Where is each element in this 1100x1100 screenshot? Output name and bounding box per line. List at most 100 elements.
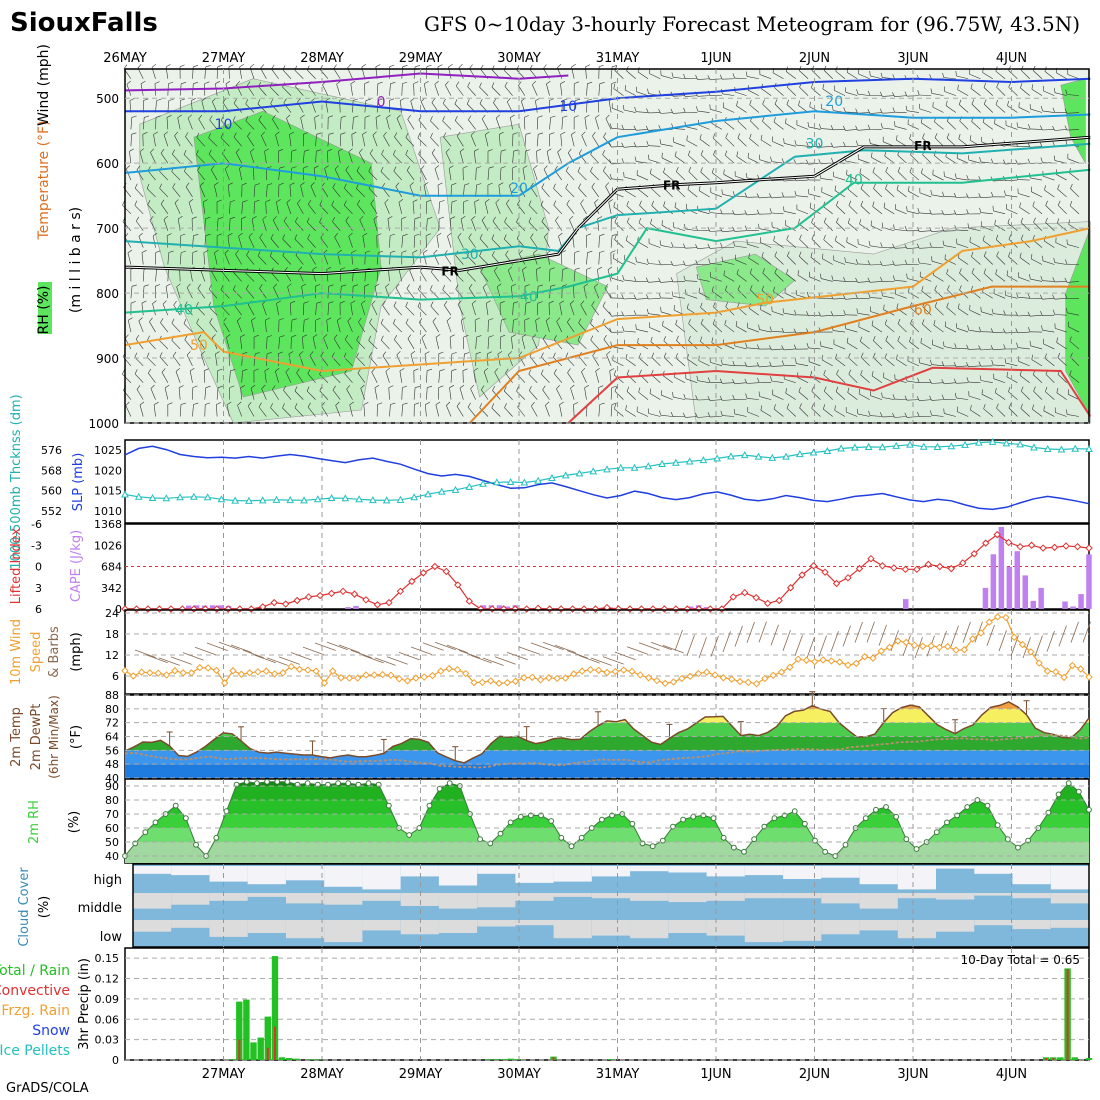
thickness-point: [823, 446, 832, 455]
rh-band: [125, 786, 1089, 800]
wind-barb: [299, 354, 304, 366]
wind-barb-flag: [439, 216, 445, 219]
temp-tick: 80: [105, 703, 119, 716]
wind-barb-flag: [867, 277, 871, 283]
wind-speed-point: [329, 667, 337, 675]
wind-barb: [688, 171, 698, 181]
wind-barb: [200, 354, 206, 366]
wind-barb-10m: [950, 625, 959, 647]
rh-band: [125, 842, 1089, 863]
wind-barb-flag: [929, 74, 932, 80]
wind-speed-point: [403, 677, 412, 685]
wind-barb-flag: [873, 352, 876, 358]
wind-barb-flag: [959, 285, 962, 291]
wind-barb-flag: [400, 97, 405, 101]
wind-barb: [1068, 224, 1080, 231]
precip-convective-bar: [1045, 1058, 1048, 1060]
lifted-index-point: [924, 560, 933, 569]
wind-barb: [1057, 374, 1067, 383]
wind-barb: [463, 353, 465, 366]
wind-barb: [660, 245, 673, 248]
wind-barb: [258, 86, 267, 96]
wind-barb: [393, 154, 402, 164]
cloud-clear-segment: [133, 866, 172, 874]
wind-barb-flag: [856, 89, 859, 95]
lifted-index-line: [125, 533, 1090, 610]
wind-barb: [352, 286, 354, 299]
wind-barb: [251, 218, 255, 231]
wind-barb-flag: [904, 91, 908, 97]
wind-barb: [833, 314, 846, 317]
wind-barb-flag: [173, 300, 177, 306]
wind-barb-flag: [357, 200, 360, 205]
wind-barb-flag: [456, 131, 461, 137]
wind-barb-flag: [415, 65, 420, 68]
wind-barb: [372, 134, 378, 147]
wind-barb-flag: [160, 148, 165, 154]
wind-speed-point: [536, 676, 545, 684]
wind-barb-10m: [314, 642, 336, 651]
wind-barb-flag: [770, 156, 772, 162]
thickness-point: [754, 452, 763, 460]
wind-barb-10m: [962, 621, 971, 643]
wind-barb-flag: [688, 166, 692, 172]
wind-barb-flag: [371, 368, 376, 373]
wind-barb: [869, 415, 882, 417]
wind-barb: [315, 303, 317, 316]
wind-barb: [142, 286, 145, 299]
lifted-index-point: [236, 605, 244, 613]
wind-barb: [835, 70, 846, 79]
lifted-tick: -3: [31, 539, 42, 552]
wind-barb: [786, 273, 796, 282]
wind-barb-flag: [487, 182, 493, 186]
wind-barb-flag: [674, 202, 677, 208]
wind-barb-flag: [172, 183, 176, 188]
wind-barb-flag: [183, 318, 187, 324]
wind-speed-point: [1018, 640, 1027, 649]
wind-barb-flag: [186, 351, 191, 356]
wind-barb: [810, 257, 821, 265]
wind-barb-10m: [362, 654, 384, 664]
wind-barb: [130, 134, 132, 147]
wind-barb-flag: [942, 72, 945, 78]
wind-barb-flag: [625, 235, 628, 241]
isotherm-20f: [124, 110, 1091, 197]
wind-barb: [430, 289, 439, 299]
wind-barb-flag: [454, 115, 458, 121]
wind-barb: [442, 120, 452, 130]
wind-barb-flag: [567, 317, 571, 323]
wind-barb: [150, 152, 156, 164]
wind-barb: [857, 281, 870, 283]
wind-barb: [613, 88, 624, 96]
wind-barb: [405, 137, 415, 147]
ylabel-cloud-2: (%): [37, 896, 52, 919]
wind-barb: [995, 239, 1006, 248]
rh-point: [578, 834, 585, 841]
ylabel-wind-3: & Barbs: [47, 626, 62, 678]
wind-barb: [208, 289, 218, 299]
wind-speed-point: [129, 672, 138, 680]
wind-barb-flag: [131, 132, 137, 135]
wind-barb: [884, 155, 895, 164]
wind-barb-flag: [245, 284, 249, 290]
wind-barb-flag: [556, 317, 561, 322]
wind-barb-flag: [1039, 294, 1043, 300]
wind-barb-flag: [538, 132, 544, 135]
wind-barb-flag: [503, 234, 507, 240]
lifted-index-point: [821, 568, 829, 576]
wind-barb: [586, 83, 588, 96]
wind-barb-flag: [883, 304, 885, 310]
wind-barb: [709, 263, 722, 265]
precip-tick: 0.12: [95, 973, 120, 986]
cloud-clear-segment: [630, 893, 669, 901]
wind-barb: [166, 117, 169, 130]
wind-barb-flag: [177, 114, 183, 118]
wind-barb: [338, 151, 341, 164]
lifted-index-point: [316, 591, 324, 600]
wind-barb: [275, 134, 279, 147]
wind-barb: [566, 204, 575, 215]
wind-barb-10m: [530, 642, 552, 651]
wind-barb-flag: [362, 131, 367, 135]
wind-barb: [202, 201, 206, 214]
wind-barb: [660, 281, 673, 283]
